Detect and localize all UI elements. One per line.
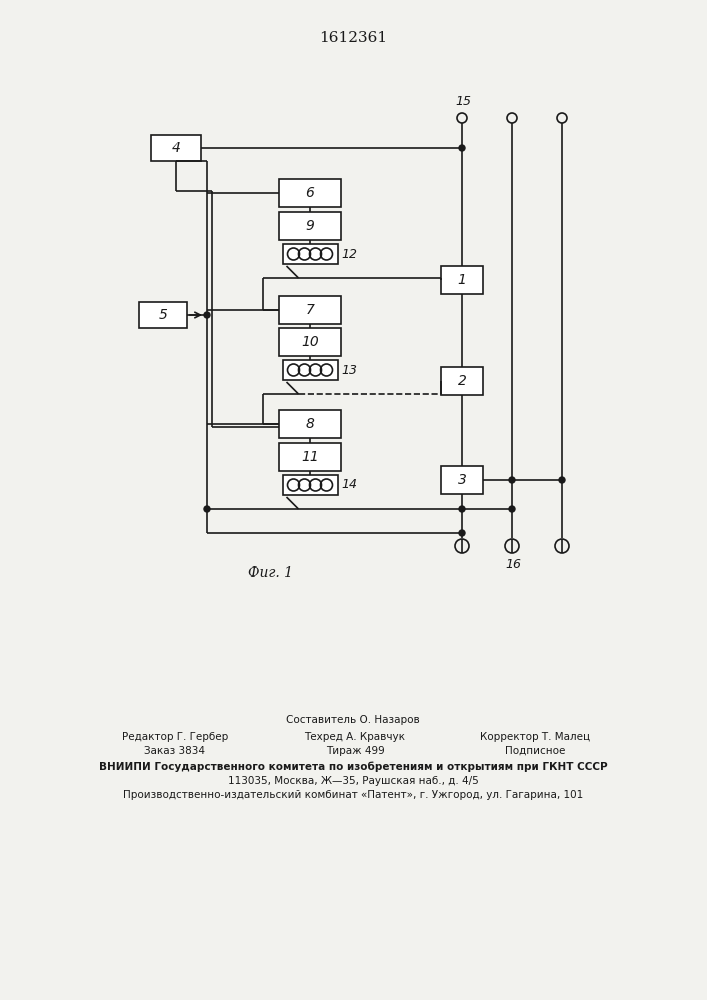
Text: 8: 8 bbox=[305, 417, 315, 431]
Bar bbox=[283, 360, 337, 380]
Text: Фиг. 1: Фиг. 1 bbox=[247, 566, 293, 580]
Text: 9: 9 bbox=[305, 219, 315, 233]
Text: ВНИИПИ Государственного комитета по изобретениям и открытиям при ГКНТ СССР: ВНИИПИ Государственного комитета по изоб… bbox=[99, 762, 607, 772]
Text: 1612361: 1612361 bbox=[319, 31, 387, 45]
Bar bbox=[139, 302, 187, 328]
Circle shape bbox=[459, 506, 465, 512]
Circle shape bbox=[559, 477, 565, 483]
Bar bbox=[279, 410, 341, 438]
Text: 15: 15 bbox=[455, 95, 471, 108]
Circle shape bbox=[509, 477, 515, 483]
Text: 10: 10 bbox=[301, 335, 319, 349]
Text: Техред А. Кравчук: Техред А. Кравчук bbox=[305, 732, 406, 742]
Text: 3: 3 bbox=[457, 473, 467, 487]
Circle shape bbox=[459, 530, 465, 536]
Text: 2: 2 bbox=[457, 374, 467, 388]
Text: 6: 6 bbox=[305, 186, 315, 200]
Text: 16: 16 bbox=[505, 558, 521, 571]
Text: Производственно-издательский комбинат «Патент», г. Ужгород, ул. Гагарина, 101: Производственно-издательский комбинат «П… bbox=[123, 790, 583, 800]
Text: Тираж 499: Тираж 499 bbox=[326, 746, 385, 756]
Bar bbox=[441, 367, 483, 395]
Text: Корректор Т. Малец: Корректор Т. Малец bbox=[480, 732, 590, 742]
Text: 14: 14 bbox=[341, 479, 358, 491]
Text: 4: 4 bbox=[172, 141, 180, 155]
Text: 7: 7 bbox=[305, 303, 315, 317]
Bar bbox=[279, 443, 341, 471]
Circle shape bbox=[204, 312, 210, 318]
Bar bbox=[283, 244, 337, 264]
Bar bbox=[279, 328, 341, 356]
Text: Составитель О. Назаров: Составитель О. Назаров bbox=[286, 715, 420, 725]
Text: 1: 1 bbox=[457, 273, 467, 287]
Text: Редактор Г. Гербер: Редактор Г. Гербер bbox=[122, 732, 228, 742]
Bar bbox=[279, 296, 341, 324]
Circle shape bbox=[509, 506, 515, 512]
Bar bbox=[279, 179, 341, 207]
Bar bbox=[441, 466, 483, 494]
Circle shape bbox=[459, 145, 465, 151]
Bar bbox=[283, 475, 337, 495]
Bar bbox=[441, 266, 483, 294]
Text: 5: 5 bbox=[158, 308, 168, 322]
Text: Заказ 3834: Заказ 3834 bbox=[144, 746, 206, 756]
Circle shape bbox=[204, 506, 210, 512]
Bar bbox=[151, 135, 201, 161]
Bar bbox=[279, 212, 341, 240]
Text: 11: 11 bbox=[301, 450, 319, 464]
Text: 113035, Москва, Ж—35, Раушская наб., д. 4/5: 113035, Москва, Ж—35, Раушская наб., д. … bbox=[228, 776, 479, 786]
Text: 12: 12 bbox=[341, 247, 358, 260]
Text: 13: 13 bbox=[341, 363, 358, 376]
Text: Подписное: Подписное bbox=[505, 746, 565, 756]
